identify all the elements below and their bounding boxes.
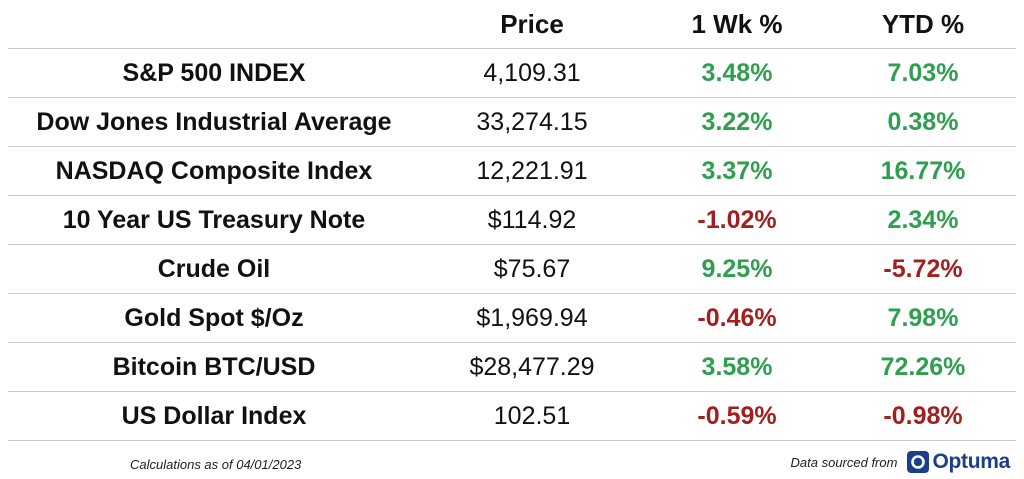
optuma-logo: Optuma xyxy=(907,450,1010,474)
source-label: Data sourced from xyxy=(790,454,898,470)
table-row: Bitcoin BTC/USD $28,477.29 3.58% 72.26% xyxy=(8,342,1016,392)
calculation-date-note: Calculations as of 04/01/2023 xyxy=(130,457,302,472)
instrument-name: S&P 500 INDEX xyxy=(8,48,420,98)
table-row: US Dollar Index 102.51 -0.59% -0.98% xyxy=(8,391,1016,441)
instrument-name: Crude Oil xyxy=(8,244,420,294)
header-price: Price xyxy=(420,0,644,49)
table-row: S&P 500 INDEX 4,109.31 3.48% 7.03% xyxy=(8,48,1016,98)
week-change: -0.59% xyxy=(644,391,830,441)
price-value: $1,969.94 xyxy=(420,293,644,343)
week-change: 3.58% xyxy=(644,342,830,392)
price-value: 12,221.91 xyxy=(420,146,644,196)
table-row: Crude Oil $75.67 9.25% -5.72% xyxy=(8,244,1016,294)
header-row: Price 1 Wk % YTD % xyxy=(8,0,1016,49)
week-change: -0.46% xyxy=(644,293,830,343)
table-row: Dow Jones Industrial Average 33,274.15 3… xyxy=(8,97,1016,147)
header-ytd-pct: YTD % xyxy=(830,0,1016,49)
price-value: 33,274.15 xyxy=(420,97,644,147)
table-row: 10 Year US Treasury Note $114.92 -1.02% … xyxy=(8,195,1016,245)
logo-o-glyph-icon xyxy=(911,455,926,469)
header-1wk-pct: 1 Wk % xyxy=(644,0,830,49)
data-source: Data sourced from Optuma xyxy=(791,449,1010,475)
instrument-name: 10 Year US Treasury Note xyxy=(8,195,420,245)
ytd-change: 7.03% xyxy=(830,48,1016,98)
ytd-change: -5.72% xyxy=(830,244,1016,294)
week-change: -1.02% xyxy=(644,195,830,245)
week-change: 3.48% xyxy=(644,48,830,98)
week-change: 3.37% xyxy=(644,146,830,196)
instrument-name: Dow Jones Industrial Average xyxy=(8,97,420,147)
price-value: $114.92 xyxy=(420,195,644,245)
table-row: Gold Spot $/Oz $1,969.94 -0.46% 7.98% xyxy=(8,293,1016,343)
logo-text: Optuma xyxy=(932,450,1010,473)
ytd-change: -0.98% xyxy=(830,391,1016,441)
price-value: 102.51 xyxy=(420,391,644,441)
ytd-change: 72.26% xyxy=(830,342,1016,392)
ytd-change: 7.98% xyxy=(830,293,1016,343)
table-row: NASDAQ Composite Index 12,221.91 3.37% 1… xyxy=(8,146,1016,196)
ytd-change: 16.77% xyxy=(830,146,1016,196)
ytd-change: 0.38% xyxy=(830,97,1016,147)
week-change: 9.25% xyxy=(644,244,830,294)
market-summary-table: Price 1 Wk % YTD % S&P 500 INDEX 4,109.3… xyxy=(8,0,1016,441)
price-value: $28,477.29 xyxy=(420,342,644,392)
instrument-name: Gold Spot $/Oz xyxy=(8,293,420,343)
ytd-change: 2.34% xyxy=(830,195,1016,245)
optuma-logo-icon xyxy=(907,451,930,473)
instrument-name: NASDAQ Composite Index xyxy=(8,146,420,196)
instrument-name: Bitcoin BTC/USD xyxy=(8,342,420,392)
header-instrument xyxy=(8,0,420,49)
price-value: 4,109.31 xyxy=(420,48,644,98)
price-value: $75.67 xyxy=(420,244,644,294)
instrument-name: US Dollar Index xyxy=(8,391,420,441)
week-change: 3.22% xyxy=(644,97,830,147)
